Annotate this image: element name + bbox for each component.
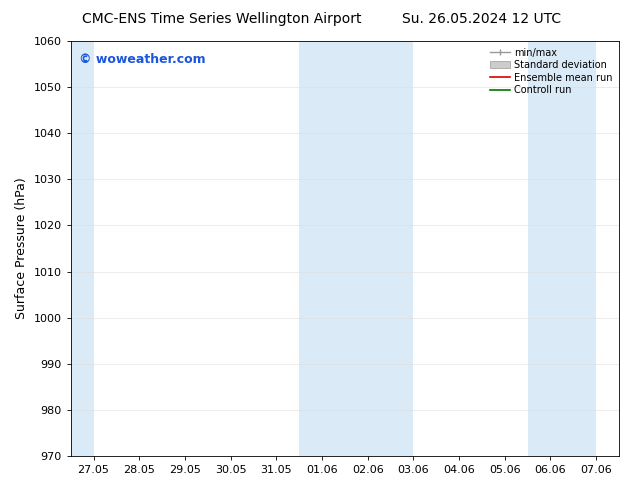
Legend: min/max, Standard deviation, Ensemble mean run, Controll run: min/max, Standard deviation, Ensemble me…	[488, 46, 614, 97]
Bar	[71, 41, 94, 456]
Text: Su. 26.05.2024 12 UTC: Su. 26.05.2024 12 UTC	[403, 12, 561, 26]
Bar	[299, 41, 413, 456]
Bar	[527, 41, 596, 456]
Text: CMC-ENS Time Series Wellington Airport: CMC-ENS Time Series Wellington Airport	[82, 12, 361, 26]
Text: © woweather.com: © woweather.com	[79, 53, 205, 67]
Y-axis label: Surface Pressure (hPa): Surface Pressure (hPa)	[15, 178, 28, 319]
